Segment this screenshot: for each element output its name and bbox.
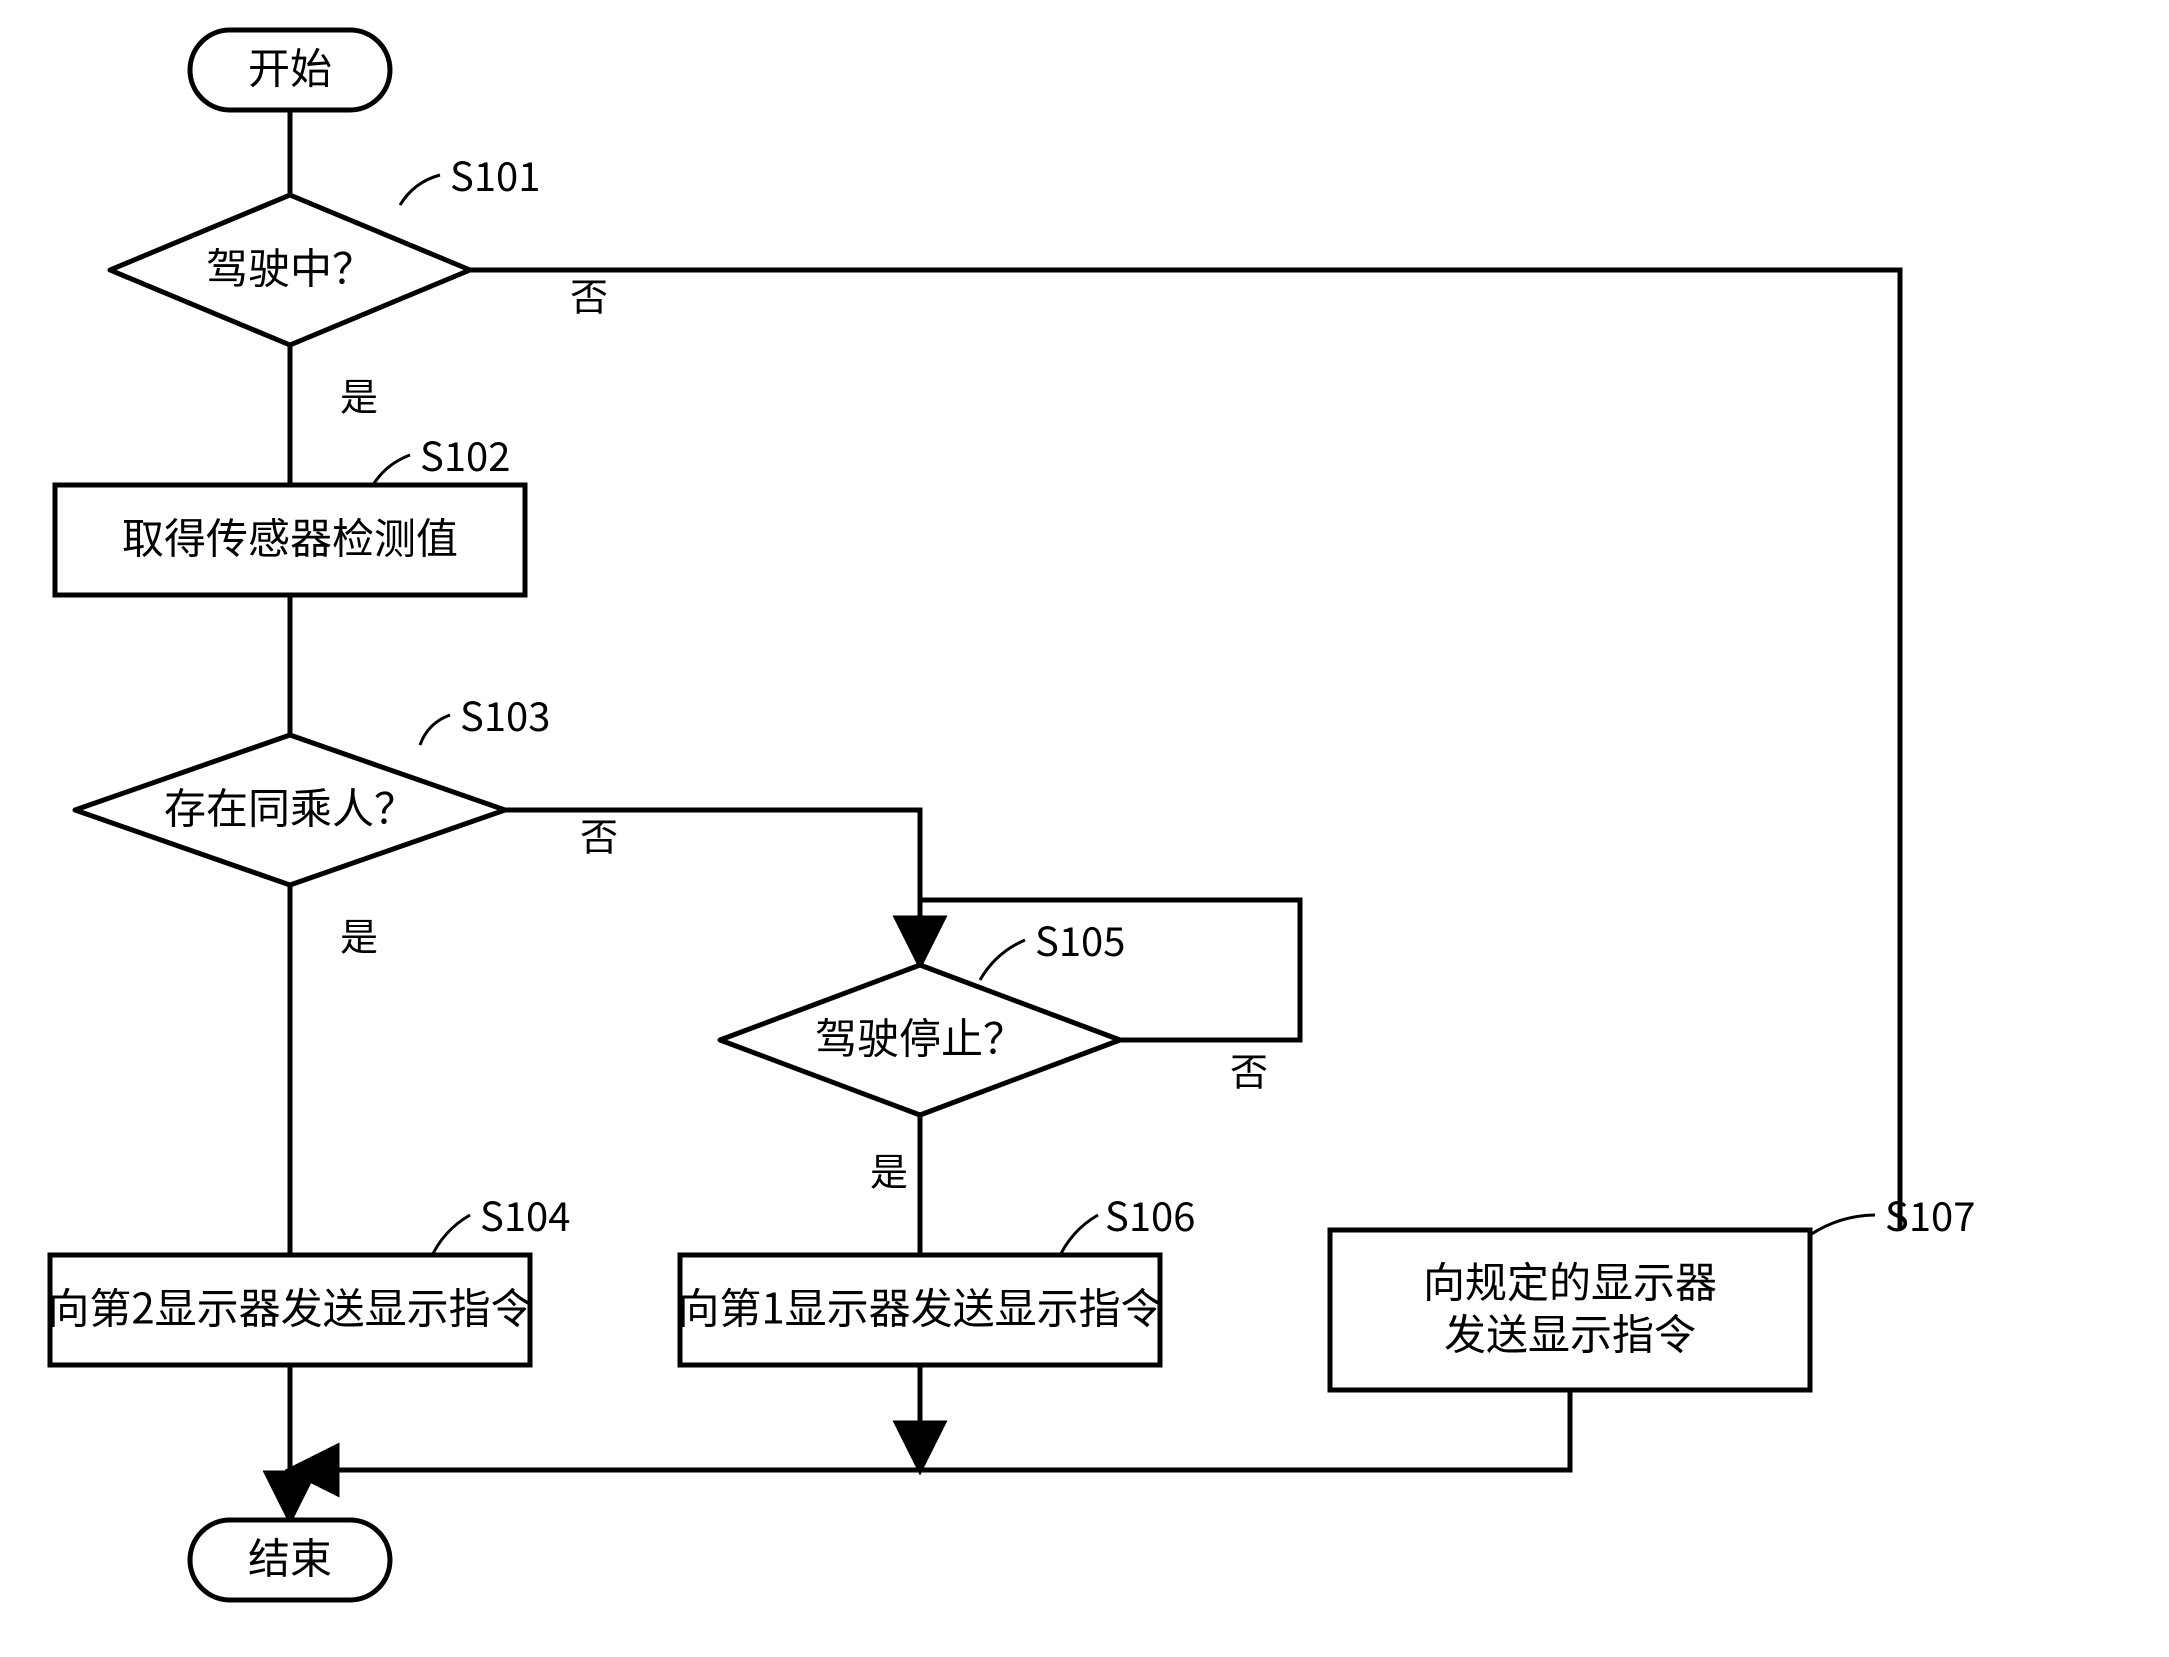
step-label: S103 <box>460 685 550 743</box>
node-p102: 取得传感器检测值 <box>55 485 525 595</box>
svg-text:驾驶中？: 驾驶中？ <box>206 235 374 296</box>
branch-label: 否 <box>1230 1041 1268 1096</box>
branch-label: 是 <box>870 1141 908 1196</box>
svg-text:取得传感器检测值: 取得传感器检测值 <box>122 505 458 566</box>
svg-text:开始: 开始 <box>248 35 332 96</box>
step-label: S106 <box>1105 1185 1195 1243</box>
node-p107: 向规定的显示器发送显示指令 <box>1330 1230 1810 1390</box>
branch-label: 否 <box>570 266 608 321</box>
svg-text:向第1显示器发送显示指令: 向第1显示器发送显示指令 <box>677 1275 1162 1336</box>
callout <box>400 175 440 205</box>
callout <box>980 940 1025 980</box>
svg-text:向第2显示器发送显示指令: 向第2显示器发送显示指令 <box>47 1275 532 1336</box>
svg-text:存在同乘人？: 存在同乘人？ <box>164 775 416 836</box>
svg-text:结束: 结束 <box>248 1525 332 1586</box>
branch-label: 是 <box>340 906 378 961</box>
edge <box>290 1390 1570 1470</box>
node-d101: 驾驶中？ <box>110 195 470 345</box>
node-p104: 向第2显示器发送显示指令 <box>47 1255 532 1365</box>
callout <box>1810 1215 1875 1235</box>
node-d105: 驾驶停止？ <box>720 965 1120 1115</box>
step-label: S102 <box>420 425 510 483</box>
step-label: S105 <box>1035 910 1125 968</box>
callout <box>420 715 450 745</box>
branch-label: 否 <box>580 806 618 861</box>
svg-text:驾驶停止？: 驾驶停止？ <box>815 1005 1025 1066</box>
node-start: 开始 <box>190 30 390 110</box>
step-label: S104 <box>480 1185 570 1243</box>
svg-text:发送显示指令: 发送显示指令 <box>1444 1301 1696 1362</box>
node-d103: 存在同乘人？ <box>75 735 505 885</box>
node-end: 结束 <box>190 1520 390 1600</box>
branch-label: 是 <box>340 366 378 421</box>
edge <box>505 810 920 965</box>
step-label: S107 <box>1885 1185 1975 1243</box>
edge <box>470 270 1900 1230</box>
step-label: S101 <box>450 145 540 203</box>
node-p106: 向第1显示器发送显示指令 <box>677 1255 1162 1365</box>
